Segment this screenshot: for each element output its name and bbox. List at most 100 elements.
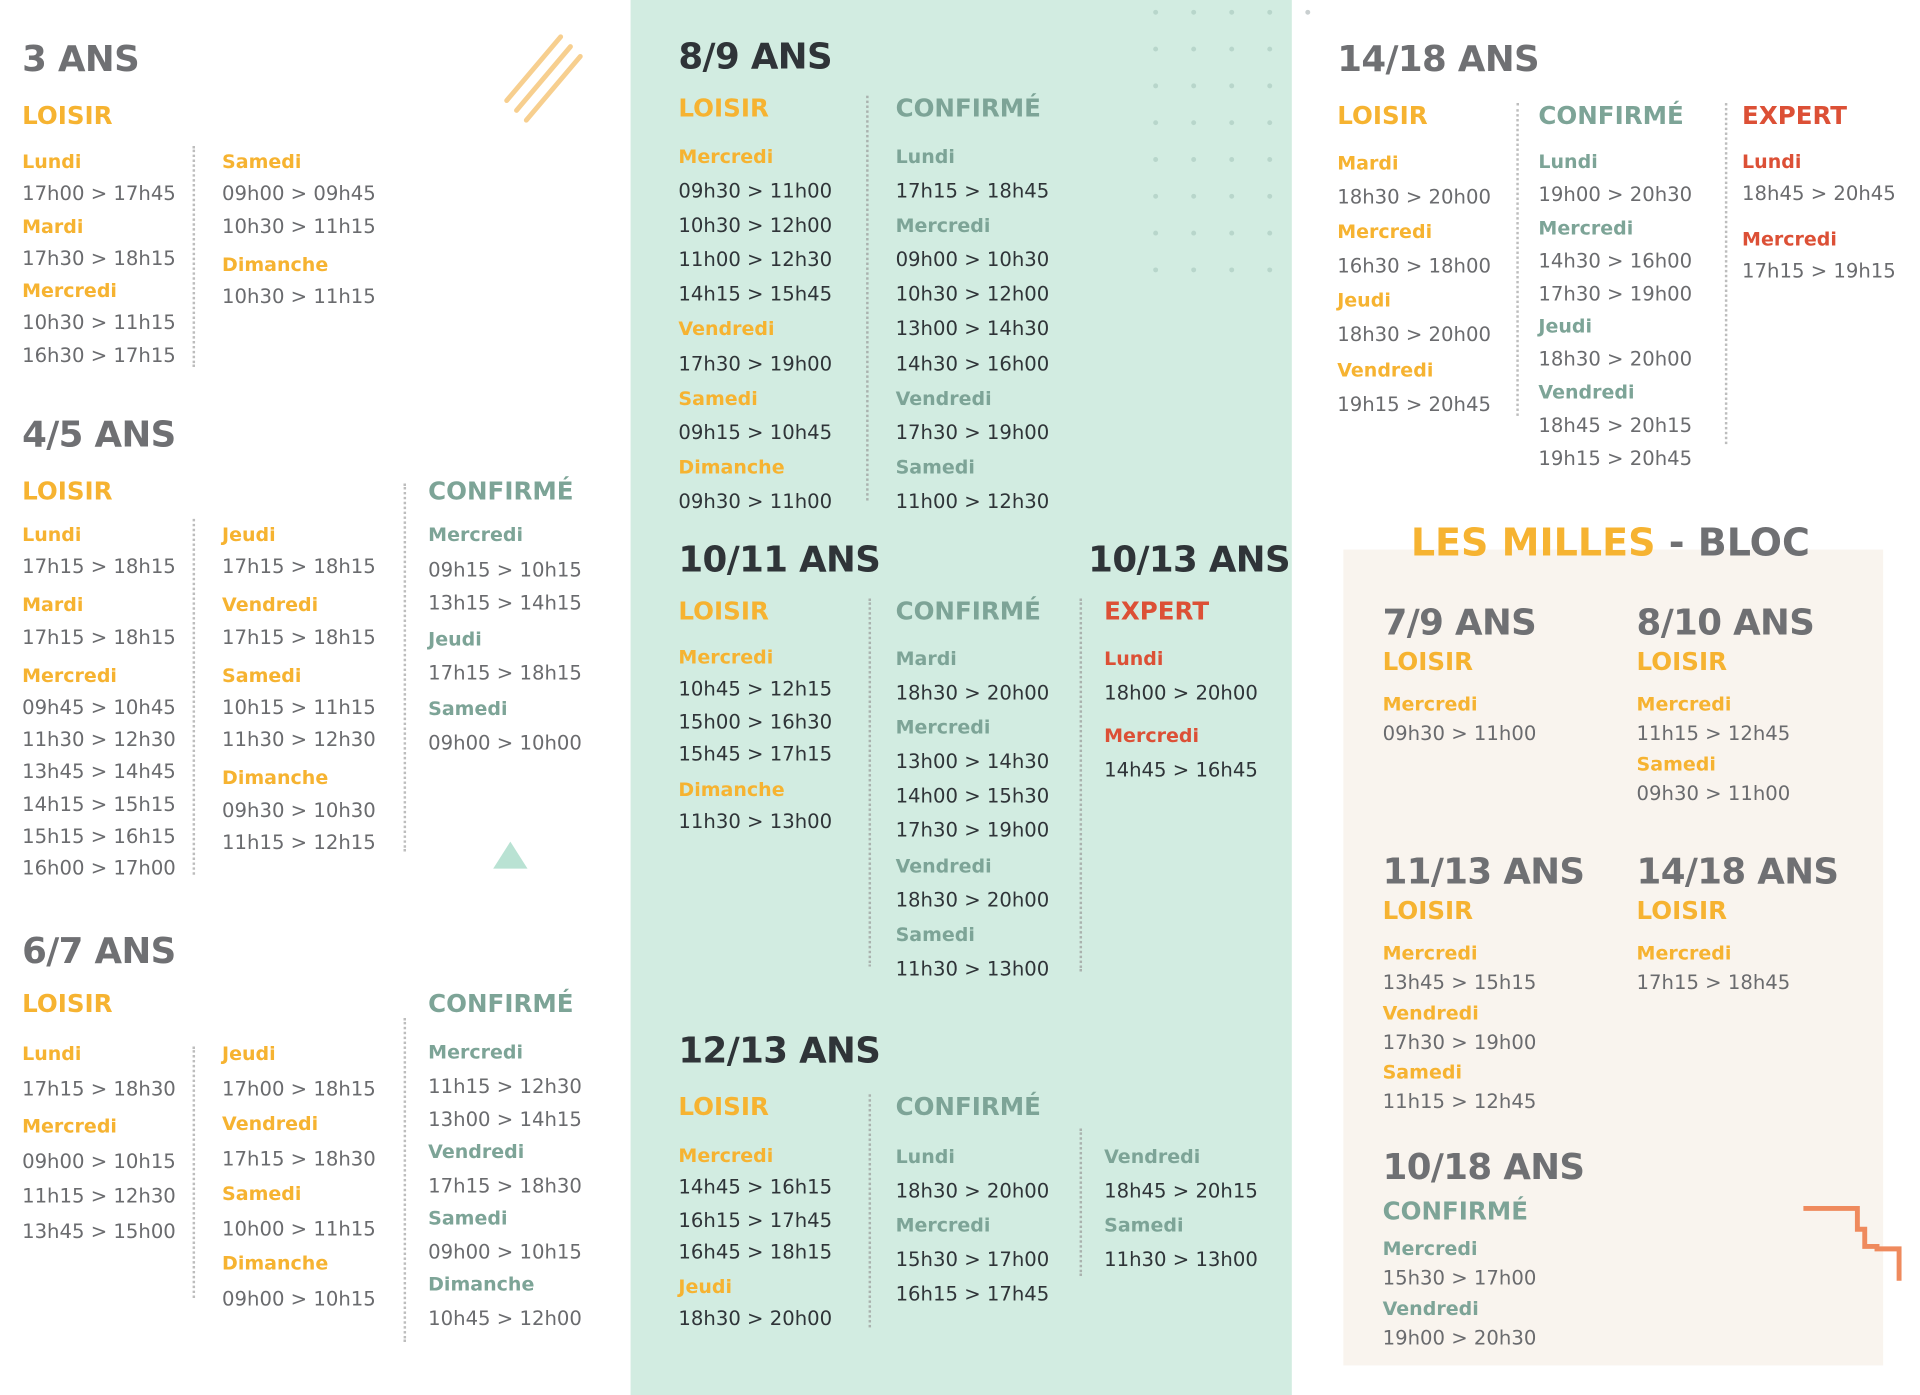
day-label: Mercredi (895, 1214, 991, 1237)
time-slot: 17h00 > 18h15 (222, 1076, 376, 1100)
day-label: Vendredi (1382, 1297, 1479, 1320)
column-divider (403, 483, 407, 852)
time-slot: 17h30 > 18h15 (22, 246, 176, 270)
time-slot: 09h45 > 10h45 (22, 695, 176, 719)
triangle-icon (493, 841, 528, 869)
time-slot: 17h30 > 19h00 (895, 420, 1050, 444)
day-label: Mercredi (1636, 942, 1732, 965)
time-slot: 18h30 > 20h00 (1538, 347, 1693, 371)
column-divider (1079, 598, 1083, 972)
day-label: Lundi (22, 150, 82, 173)
level-loisir: LOISIR (22, 988, 113, 1019)
day-label: Dimanche (428, 1273, 535, 1296)
time-slot: 17h15 > 18h15 (222, 625, 376, 649)
day-label: Dimanche (678, 779, 785, 802)
time-slot: 17h15 > 18h30 (22, 1076, 176, 1100)
column-divider (866, 95, 869, 501)
schedule-column: Mercredi 11h15 > 12h30 13h00 > 14h15 Vendre… (428, 1037, 582, 1335)
dot-grid-dot (1229, 157, 1235, 162)
dot-grid-dot (1229, 120, 1235, 126)
column-divider (192, 518, 196, 875)
dot-grid-dot (1153, 157, 1159, 162)
diagonal-stripes-icon (504, 34, 583, 123)
dot-grid-dot (1153, 193, 1159, 199)
schedule-column: Mercredi 13h45 > 15h15 Vendredi 17h30 > 19h… (1383, 939, 1537, 1118)
time-slot: 18h30 > 20h00 (678, 1307, 833, 1331)
time-slot: 18h00 > 20h00 (1104, 680, 1258, 705)
day-label: Jeudi (1337, 289, 1391, 313)
column-divider (192, 145, 196, 367)
time-slot: 17h15 > 18h15 (222, 554, 376, 579)
day-label: Dimanche (222, 767, 329, 790)
time-slot: 17h30 > 19h00 (1538, 281, 1693, 305)
day-label: Mercredi (428, 523, 524, 546)
time-slot: 11h15 > 12h30 (428, 1074, 582, 1098)
time-slot: 13h00 > 14h30 (895, 749, 1050, 774)
dot-grid-dot (1153, 83, 1159, 89)
time-slot: 19h00 > 20h30 (1538, 182, 1693, 206)
time-slot: 11h30 > 13h00 (895, 956, 1050, 981)
day-label: Mercredi (678, 1144, 774, 1167)
time-slot: 15h30 > 17h00 (1382, 1266, 1537, 1290)
time-slot: 17h30 > 19h00 (1382, 1030, 1537, 1054)
day-label: Jeudi (428, 627, 482, 650)
day-label: Vendredi (895, 387, 992, 410)
time-slot: 15h45 > 17h15 (678, 742, 833, 766)
schedule-column: Lundi 17h15 > 18h30 Mercredi 09h00 > 10h15 1… (22, 1037, 176, 1249)
schedule-column: Lundi 17h15 > 18h45 Mercredi 09h00 > 10h30 1… (896, 140, 1050, 519)
day-label: Vendredi (1538, 381, 1635, 404)
bloc-heading-suffix: - BLOC (1655, 521, 1810, 566)
time-slot: 11h30 > 12h30 (222, 727, 376, 751)
dot-grid-dot (1153, 9, 1159, 15)
schedule-column: Mercredi 17h15 > 18h45 (1637, 939, 1791, 999)
section-title-6-7-ans: 6/7 ANS (22, 929, 176, 972)
dot-grid-dot (1267, 120, 1273, 126)
day-label: Dimanche (678, 456, 785, 479)
dot-grid-dot (1191, 157, 1197, 162)
time-slot: 17h15 > 18h30 (222, 1146, 376, 1170)
time-slot: 09h00 > 10h15 (428, 1240, 582, 1264)
day-label: Mercredi (678, 646, 774, 669)
bloc-title-7-9-ans: 7/9 ANS (1382, 601, 1537, 643)
level-loisir: LOISIR (1382, 895, 1474, 926)
time-slot: 17h15 > 19h15 (1742, 259, 1896, 283)
time-slot: 09h00 > 10h00 (428, 731, 582, 755)
level-confirme: CONFIRMÉ (895, 93, 1041, 123)
dot-grid-dot (1229, 9, 1235, 15)
day-label: Samedi (895, 456, 975, 479)
dot-grid-dot (1305, 9, 1311, 15)
day-label: Mercredi (1636, 693, 1732, 716)
dot-grid-dot (1229, 46, 1235, 52)
time-slot: 13h45 > 15h15 (1382, 970, 1537, 995)
time-slot: 11h15 > 12h30 (22, 1183, 176, 1208)
time-slot: 10h30 > 11h15 (222, 214, 376, 238)
dot-grid-dot (1229, 230, 1235, 236)
time-slot: 16h45 > 18h15 (678, 1240, 833, 1264)
day-label: Vendredi (678, 318, 775, 341)
day-label: Lundi (1538, 150, 1598, 173)
day-label: Lundi (22, 1042, 82, 1065)
dot-grid-dot (1267, 230, 1273, 236)
schedule-column: Lundi 19h00 > 20h30 Mercredi 14h30 > 16h00 1… (1538, 146, 1692, 476)
day-label: Lundi (895, 1145, 955, 1168)
time-slot: 17h30 > 19h00 (678, 351, 833, 375)
schedule-column: Lundi 17h15 > 18h15 Mardi 17h15 > 18h15 Merc… (22, 519, 176, 885)
level-loisir: LOISIR (1636, 646, 1728, 676)
time-slot: 16h15 > 17h45 (895, 1282, 1050, 1306)
day-label: Samedi (222, 1182, 302, 1205)
time-slot: 18h30 > 20h00 (1337, 185, 1491, 209)
day-label: Mercredi (1742, 227, 1837, 250)
time-slot: 17h15 > 18h15 (428, 661, 582, 685)
schedule-column: Mercredi 09h30 > 11h00 10h30 > 12h00 11h00 … (678, 140, 832, 519)
dot-grid-dot (1191, 9, 1197, 15)
level-confirme: CONFIRMÉ (1538, 100, 1684, 131)
bloc-title-10-18-ans: 10/18 ANS (1382, 1145, 1585, 1188)
schedule-column: Lundi 17h00 > 17h45 Mardi 17h30 > 18h15 Merc… (22, 146, 176, 372)
time-slot: 11h30 > 13h00 (678, 810, 833, 834)
day-label: Mercredi (678, 145, 774, 169)
day-label: Mercredi (1382, 1237, 1478, 1260)
time-slot: 13h00 > 14h30 (895, 317, 1050, 341)
time-slot: 14h45 > 16h15 (678, 1175, 833, 1199)
time-slot: 14h30 > 16h00 (1538, 248, 1693, 272)
